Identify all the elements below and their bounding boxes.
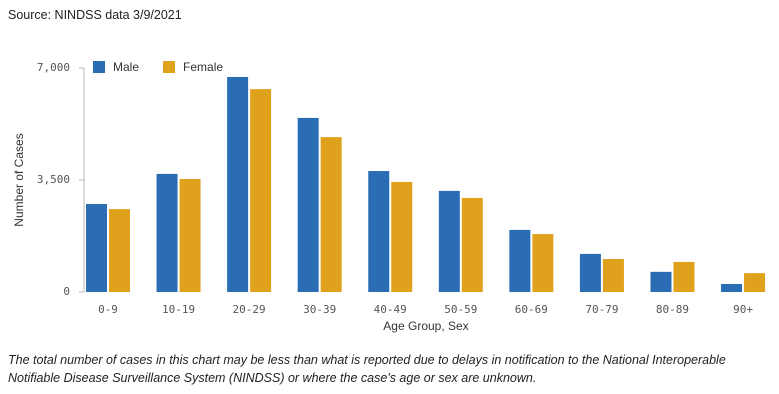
bar bbox=[579, 253, 601, 292]
y-axis-label: Number of Cases bbox=[12, 133, 26, 226]
source: Source: NINDSS data 3/9/2021 bbox=[8, 8, 182, 22]
legend-swatch bbox=[93, 61, 105, 73]
x-tick-label: 70-79 bbox=[585, 303, 618, 316]
bar bbox=[532, 234, 554, 292]
bar bbox=[320, 137, 342, 292]
bar bbox=[461, 197, 483, 292]
y-tick-label: 0 bbox=[63, 285, 70, 298]
x-tick-label: 90+ bbox=[733, 303, 753, 316]
bar bbox=[602, 259, 624, 292]
bar bbox=[179, 179, 201, 292]
y-tick-label: 7,000 bbox=[37, 61, 70, 74]
x-tick-label: 20-29 bbox=[233, 303, 266, 316]
bar bbox=[673, 261, 695, 292]
y-tick-label: 3,500 bbox=[37, 173, 70, 186]
bar bbox=[744, 273, 766, 292]
x-tick-label: 30-39 bbox=[303, 303, 336, 316]
bar bbox=[86, 204, 107, 292]
legend-label: Female bbox=[183, 60, 223, 74]
x-tick-label: 50-59 bbox=[444, 303, 477, 316]
bar bbox=[109, 209, 130, 292]
x-tick-label: 60-69 bbox=[515, 303, 548, 316]
x-tick-label: 0-9 bbox=[98, 303, 118, 316]
bar bbox=[721, 284, 743, 292]
legend-label: Male bbox=[113, 60, 139, 74]
bar bbox=[509, 229, 531, 292]
bar bbox=[391, 181, 413, 292]
legend-swatch bbox=[163, 61, 176, 73]
x-tick-label: 80-89 bbox=[656, 303, 689, 316]
x-tick-label: 40-49 bbox=[374, 303, 407, 316]
bar bbox=[227, 76, 249, 293]
chart: Number of Cases Age Group, Sex 0 3,500 7,0… bbox=[12, 60, 766, 333]
footnote-line: Notifiable Disease Surveillance System (… bbox=[8, 371, 537, 385]
x-tick-label: 10-19 bbox=[162, 303, 195, 316]
bar bbox=[368, 171, 390, 292]
footnote-line: The total number of cases in this chart … bbox=[8, 353, 726, 367]
x-axis-label: Age Group, Sex bbox=[383, 319, 468, 333]
bar bbox=[438, 190, 460, 292]
bar bbox=[650, 271, 672, 292]
bar bbox=[250, 89, 272, 293]
bar bbox=[297, 117, 319, 292]
footnote: The total number of cases in this chart … bbox=[8, 351, 726, 387]
bar bbox=[156, 173, 178, 292]
